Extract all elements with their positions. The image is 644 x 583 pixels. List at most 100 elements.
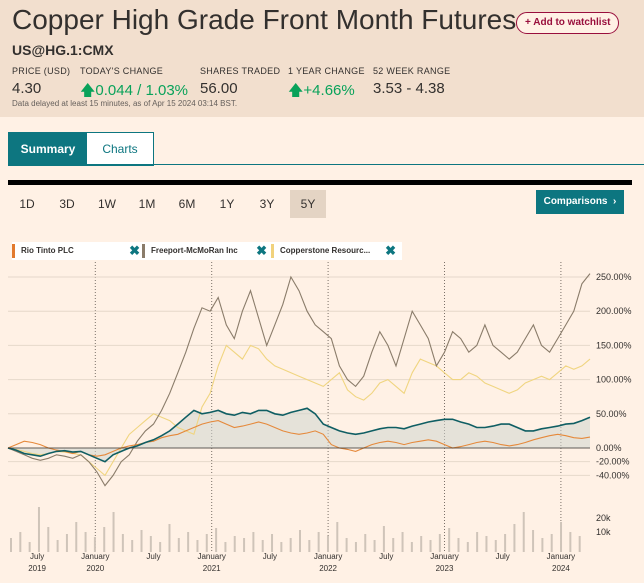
- volume-bar: [308, 540, 311, 552]
- volume-bar: [215, 528, 218, 552]
- volume-bar: [410, 542, 413, 552]
- volume-bar: [476, 532, 479, 552]
- x-month-label: January: [197, 552, 225, 561]
- freeport-swatch: [142, 244, 145, 258]
- arrow-up-icon: 🡅: [80, 82, 96, 99]
- volume-bar: [569, 532, 572, 552]
- volume-bar: [261, 540, 264, 552]
- x-month-label: January: [547, 552, 575, 561]
- comparison-chip-freeport: Freeport-McMoRan Inc ✖: [142, 242, 273, 260]
- volume-bar: [131, 540, 134, 552]
- volume-bar: [187, 532, 190, 552]
- y-tick-label: 200.00%: [596, 306, 632, 316]
- add-to-watchlist-button[interactable]: + Add to watchlist: [516, 12, 620, 34]
- one-year-change-label: 1 YEAR CHANGE: [288, 66, 365, 76]
- y-tick-label: 100.00%: [596, 375, 632, 385]
- volume-bar: [177, 538, 180, 552]
- range-1d-button[interactable]: 1D: [19, 197, 35, 211]
- x-month-label: July: [379, 552, 393, 561]
- volume-bar: [392, 538, 395, 552]
- volume-bar: [532, 530, 535, 552]
- x-year-label: 2021: [203, 564, 221, 573]
- x-month-label: July: [496, 552, 510, 561]
- volume-bar: [364, 534, 367, 552]
- chip-label: Rio Tinto PLC: [21, 246, 74, 255]
- volume-bar: [289, 538, 292, 552]
- volume-bar: [19, 532, 22, 552]
- volume-bar: [28, 542, 31, 552]
- volume-bar: [280, 542, 283, 552]
- volume-bar: [326, 536, 329, 552]
- range-3d-button[interactable]: 3D: [59, 197, 75, 211]
- x-year-label: 2023: [436, 564, 454, 573]
- main-series-line: [7, 407, 591, 463]
- range-5y-button[interactable]: 5Y: [290, 190, 326, 218]
- price-label: PRICE (USD): [12, 66, 71, 76]
- chevron-right-icon: ›: [610, 196, 617, 207]
- todays-change-text: 0.044 / 1.03%: [95, 82, 188, 99]
- comparisons-button[interactable]: Comparisons ›: [536, 190, 624, 214]
- volume-bar: [159, 542, 162, 552]
- range-1w-button[interactable]: 1W: [98, 197, 116, 211]
- x-year-label: 2024: [552, 564, 570, 573]
- volume-bar: [494, 540, 497, 552]
- volume-bar: [149, 536, 152, 552]
- x-year-label: 2019: [28, 564, 46, 573]
- volume-bar: [271, 534, 274, 552]
- symbol-label: US@HG.1:CMX: [12, 42, 114, 58]
- tab-summary[interactable]: Summary: [8, 132, 88, 166]
- volume-bar: [168, 524, 171, 552]
- range-3y-button[interactable]: 3Y: [259, 197, 275, 211]
- comparison-chip-rio-tinto: Rio Tinto PLC ✖: [12, 242, 146, 260]
- volume-bar: [485, 536, 488, 552]
- volume-bar: [10, 538, 12, 552]
- freeport-line: [7, 273, 591, 487]
- tab-charts[interactable]: Charts: [86, 132, 154, 166]
- range-1y-button[interactable]: 1Y: [219, 197, 235, 211]
- chip-label: Freeport-McMoRan Inc: [151, 246, 238, 255]
- delay-note: Data delayed at least 15 minutes, as of …: [12, 99, 238, 108]
- volume-bar: [336, 522, 339, 552]
- arrow-up-icon: 🡅: [288, 82, 304, 99]
- volume-bar: [345, 538, 348, 552]
- price-chart[interactable]: 250.00% 200.00% 150.00% 100.00% 50.00% 0.00% -…: [0, 262, 644, 583]
- volume-bar: [47, 527, 50, 552]
- volume-bar: [75, 522, 78, 552]
- volume-bar: [112, 512, 115, 552]
- chip-label: Copperstone Resourc...: [280, 246, 371, 255]
- week-range-value: 3.53 - 4.38: [373, 80, 445, 97]
- volume-bar: [354, 542, 357, 552]
- x-month-label: January: [430, 552, 458, 561]
- close-icon[interactable]: ✖: [256, 243, 267, 258]
- volume-bar: [205, 534, 208, 552]
- volume-bar: [65, 534, 68, 552]
- todays-change-label: TODAY'S CHANGE: [80, 66, 164, 76]
- tab-divider: [8, 164, 644, 165]
- comparison-chip-copperstone: Copperstone Resourc... ✖: [271, 242, 402, 260]
- one-year-change-text: +4.66%: [303, 82, 355, 99]
- range-6m-button[interactable]: 6M: [178, 197, 196, 211]
- volume-bar: [522, 512, 525, 552]
- volume-bar: [513, 524, 516, 552]
- volume-tick-label: 10k: [596, 527, 611, 537]
- volume-bar: [299, 530, 301, 552]
- volume-tick-label: 20k: [596, 513, 611, 523]
- shares-traded-value: 56.00: [200, 80, 238, 97]
- rio-tinto-swatch: [12, 244, 15, 258]
- volume-bar: [541, 538, 544, 552]
- range-1m-button[interactable]: 1M: [138, 197, 156, 211]
- main-series-area: [8, 408, 590, 462]
- volume-bar: [93, 537, 96, 552]
- close-icon[interactable]: ✖: [385, 243, 396, 258]
- volume-bar: [224, 542, 227, 552]
- y-tick-label: -20.00%: [596, 457, 630, 467]
- close-icon[interactable]: ✖: [129, 243, 140, 258]
- x-month-label: January: [314, 552, 342, 561]
- volume-bar: [373, 540, 376, 552]
- y-tick-label: -40.00%: [596, 470, 630, 480]
- copperstone-swatch: [271, 244, 274, 258]
- x-month-label: July: [146, 552, 160, 561]
- volume-bar: [103, 527, 106, 552]
- comparisons-label: Comparisons: [543, 196, 608, 207]
- volume-bar: [56, 540, 59, 552]
